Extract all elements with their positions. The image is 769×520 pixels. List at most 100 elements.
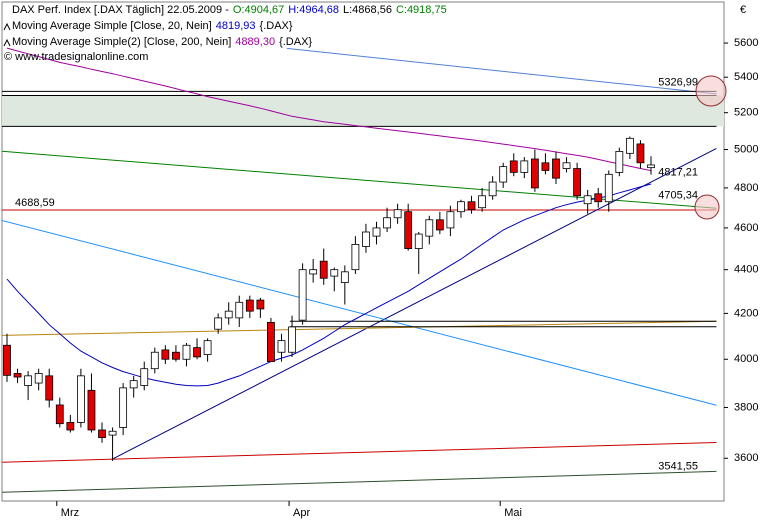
trend-line — [286, 47, 717, 95]
candle-body — [224, 310, 233, 319]
ohlc-value: L:4868,56 — [343, 4, 392, 16]
y-tick-label: 4200 — [734, 307, 758, 319]
candle-body — [203, 340, 212, 355]
candle-body — [150, 351, 159, 370]
candle-body — [414, 233, 423, 249]
candle-body — [488, 181, 497, 197]
candle-body — [119, 387, 128, 428]
candle-body — [446, 211, 455, 229]
candle-body — [435, 219, 444, 231]
y-tick-label: 3800 — [734, 401, 758, 413]
candle-body — [267, 321, 275, 363]
ma-line — [6, 47, 652, 172]
chart-title: DAX Perf. Index [.DAX Täglich] 22.05.200… — [12, 4, 447, 16]
trend-line — [2, 470, 717, 493]
currency: € — [740, 4, 746, 16]
legend-name: Moving Average Simple [Close, 20, Nein] — [12, 20, 212, 32]
candle-body — [182, 344, 191, 360]
candle-body — [34, 373, 43, 384]
plot-frame — [1, 1, 725, 502]
candle-body — [615, 151, 624, 173]
candle-body — [520, 160, 529, 173]
title-text: DAX Perf. Index [.DAX Täglich] 22.05.200… — [12, 4, 229, 16]
ohlc-value: O:4904,67 — [233, 4, 284, 16]
candle-body — [404, 211, 413, 249]
candle-body — [288, 326, 296, 353]
candle-body — [319, 260, 328, 279]
candle-body — [13, 373, 22, 378]
candle-body — [298, 269, 307, 321]
legend-entry: Moving Average Simple(2) [Close, 200, Ne… — [12, 36, 312, 48]
candle-body — [351, 243, 360, 271]
legend-icon — [3, 38, 11, 47]
candle-body — [172, 351, 180, 360]
candle-body — [340, 271, 349, 283]
candle-body — [562, 162, 571, 169]
legend-symbol: {.DAX} — [260, 20, 293, 32]
candle-body — [594, 193, 603, 203]
line-label: 3541,55 — [658, 460, 698, 472]
candle-body — [604, 173, 613, 203]
candle-body — [530, 158, 539, 189]
zone — [2, 95, 724, 127]
candle-body — [55, 404, 64, 425]
candle-body — [193, 347, 201, 358]
candle-body — [457, 201, 465, 213]
line-label: 5326,99 — [658, 76, 698, 88]
candle-body — [66, 422, 75, 431]
candle-body — [330, 269, 339, 277]
copyright: © www.tradesignalonline.com — [4, 51, 148, 63]
plot-area — [2, 47, 724, 493]
candle-body — [256, 299, 265, 310]
trend-line — [2, 320, 717, 336]
line-label: 4688,59 — [15, 197, 55, 209]
annotation-labels: 5326,99 4705,34 4688,59 4817,21 3541,55 — [15, 76, 698, 472]
ohlc-values: O:4904,67 H:4964,68 L:4868,56 C:4918,75 — [233, 4, 447, 16]
candle-body — [372, 227, 381, 237]
y-tick-label: 5000 — [734, 143, 758, 155]
candle-body — [108, 430, 117, 436]
ma-line — [6, 183, 652, 387]
y-tick-label: 5400 — [734, 71, 758, 83]
highlight-circle — [694, 194, 720, 220]
ohlc-value: C:4918,75 — [396, 4, 447, 16]
header: DAX Perf. Index [.DAX Täglich] 22.05.200… — [3, 4, 447, 63]
candle-body — [393, 209, 402, 219]
candle-body — [245, 299, 254, 312]
candle-body — [499, 166, 508, 183]
candle-body — [541, 162, 550, 171]
candle-body — [87, 389, 96, 431]
trend-line — [2, 219, 717, 406]
candle-body — [277, 340, 286, 353]
candle-body — [509, 160, 518, 173]
legend-icon — [3, 22, 11, 31]
line-label: 4705,34 — [658, 190, 698, 202]
candle-body — [636, 143, 645, 164]
candle-body — [45, 375, 54, 401]
candle-body — [3, 344, 11, 376]
candle-body — [235, 301, 244, 319]
candle-body — [140, 368, 149, 386]
y-tick-label: 5200 — [734, 107, 758, 119]
y-tick-label: 4800 — [734, 182, 758, 194]
y-tick-label: 3600 — [734, 452, 758, 464]
line-label: 4817,21 — [658, 166, 698, 178]
x-tick-label: Apr — [293, 507, 310, 519]
candle-body — [77, 375, 85, 423]
candle-body — [625, 137, 634, 154]
highlight-circle — [695, 75, 727, 107]
candle-body — [129, 380, 138, 389]
y-tick-label: 4400 — [734, 264, 758, 276]
legend-value: 4819,93 — [216, 20, 256, 32]
candle-body — [583, 195, 592, 205]
candle-body — [552, 158, 560, 179]
candle-body — [98, 429, 106, 439]
y-tick-label: 4000 — [734, 353, 758, 365]
candle-body — [478, 195, 486, 209]
ohlc-value: H:4964,68 — [288, 4, 339, 16]
x-tick-label: Mrz — [61, 507, 79, 519]
legend-value: 4889,30 — [235, 36, 275, 48]
x-tick-label: Mai — [504, 507, 522, 519]
candle-body — [383, 217, 391, 229]
